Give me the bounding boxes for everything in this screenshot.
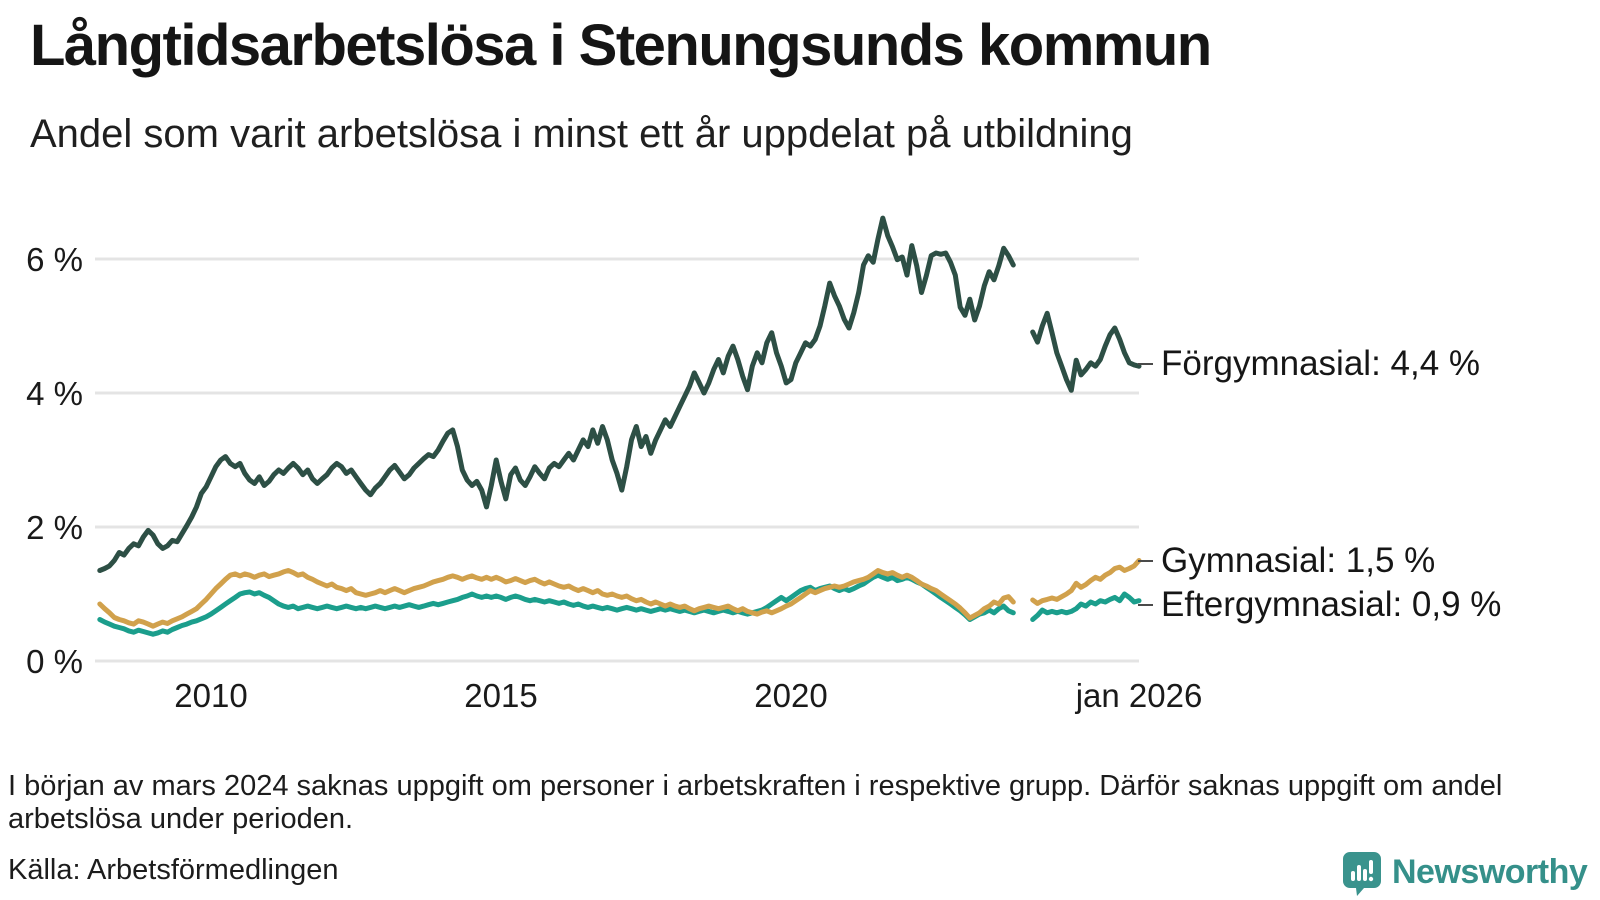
label-connector-dash (1138, 560, 1153, 562)
newsworthy-logo-icon (1343, 852, 1381, 896)
series-label-text: Förgymnasial: 4,4 % (1161, 344, 1481, 383)
y-tick-label: 6 % (26, 241, 83, 278)
x-tick-label: 2015 (464, 677, 537, 714)
x-tick-label: jan 2026 (1075, 677, 1203, 714)
x-tick-label: 2010 (174, 677, 247, 714)
x-tick-label: 2020 (754, 677, 827, 714)
line-eftergymnasial (97, 572, 1142, 637)
y-tick-label: 4 % (26, 375, 83, 412)
page-subtitle: Andel som varit arbetslösa i minst ett å… (30, 112, 1133, 156)
line-forgymnasial (97, 215, 1142, 573)
label-connector-dash (1138, 604, 1153, 606)
label-connector-dash (1138, 363, 1153, 365)
y-tick-label: 0 % (26, 643, 83, 680)
newsworthy-logo-text: Newsworthy (1392, 852, 1588, 891)
series-label-eftergymnasial: Eftergymnasial: 0,9 % (1138, 583, 1501, 627)
chart-canvas: 0 % 2 % 4 % 6 % 2010 2015 2020 jan 2026 (26, 215, 1203, 714)
source: Källa: Arbetsförmedlingen (8, 854, 339, 886)
series-label-gymnasial: Gymnasial: 1,5 % (1138, 539, 1435, 583)
series-label-forgymnasial: Förgymnasial: 4,4 % (1138, 342, 1480, 386)
footnote: I början av mars 2024 saknas uppgift om … (8, 770, 1503, 836)
page-title: Långtidsarbetslösa i Stenungsunds kommun (30, 13, 1212, 78)
line-gymnasial (97, 558, 1142, 629)
newsworthy-logo: Newsworthy (1341, 848, 1588, 896)
series-label-text: Gymnasial: 1,5 % (1161, 541, 1436, 580)
series-label-text: Eftergymnasial: 0,9 % (1161, 585, 1502, 624)
y-tick-label: 2 % (26, 509, 83, 546)
